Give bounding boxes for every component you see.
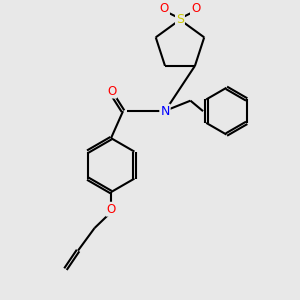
Text: N: N [160, 105, 170, 118]
Text: O: O [106, 203, 116, 216]
Text: O: O [191, 2, 200, 15]
Text: O: O [107, 85, 116, 98]
Text: O: O [160, 2, 169, 15]
Text: S: S [176, 13, 184, 26]
